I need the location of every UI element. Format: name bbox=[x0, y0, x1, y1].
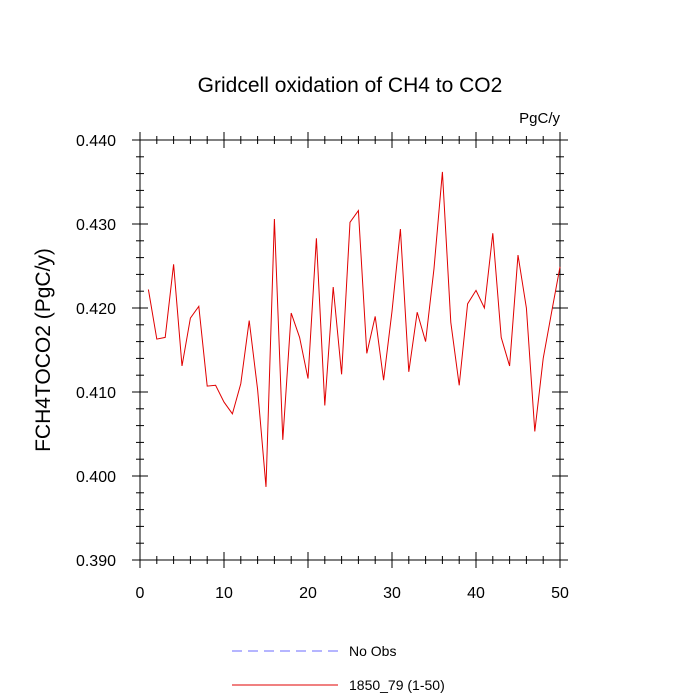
x-tick-label: 30 bbox=[383, 585, 401, 602]
y-tick-label: 0.440 bbox=[76, 133, 116, 150]
x-tick-label: 40 bbox=[467, 585, 485, 602]
y-tick-label: 0.430 bbox=[76, 217, 116, 234]
chart-title: Gridcell oxidation of CH4 to CO2 bbox=[198, 74, 503, 97]
x-tick-label: 20 bbox=[299, 585, 317, 602]
y-tick-label: 0.400 bbox=[76, 469, 116, 486]
y-axis-label: FCH4TOCO2 (PgC/y) bbox=[32, 248, 55, 452]
legend-label: 1850_79 (1-50) bbox=[349, 677, 445, 693]
x-tick-label: 50 bbox=[551, 585, 569, 602]
legend-label: No Obs bbox=[349, 643, 396, 659]
x-tick-label: 10 bbox=[215, 585, 233, 602]
units-label: PgC/y bbox=[519, 110, 560, 127]
y-tick-label: 0.390 bbox=[76, 553, 116, 570]
x-tick-label: 0 bbox=[136, 585, 145, 602]
plot-frame bbox=[139, 139, 561, 561]
chart-series bbox=[147, 171, 561, 487]
axis-ticks bbox=[132, 132, 568, 568]
chart-legend: No Obs 1850_79 (1-50) bbox=[232, 643, 445, 693]
series-line bbox=[147, 171, 561, 487]
y-tick-label: 0.420 bbox=[76, 301, 116, 318]
y-tick-label: 0.410 bbox=[76, 385, 116, 402]
axis-tick-labels: 0 10 20 30 40 50 0.390 0.400 0.410 0.420 0.430 0.44… bbox=[76, 133, 569, 602]
